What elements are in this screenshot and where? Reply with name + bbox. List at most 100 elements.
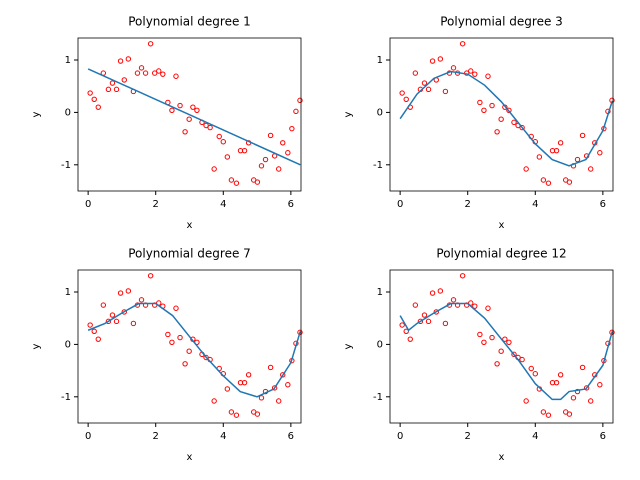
data-point: [121, 77, 127, 83]
data-point: [233, 412, 240, 418]
data-point: [528, 365, 534, 372]
data-point: [241, 147, 248, 154]
data-point: [276, 398, 282, 404]
data-point: [138, 297, 145, 303]
data-point: [258, 395, 265, 401]
data-point: [553, 379, 560, 386]
axes-frame: [389, 37, 614, 192]
data-point: [597, 150, 603, 156]
data-point: [177, 102, 183, 109]
x-tick-label: 0: [85, 199, 91, 210]
data-point: [147, 273, 154, 279]
data-point: [169, 107, 175, 114]
data-point: [138, 65, 145, 71]
y-tick-label: -1: [373, 160, 383, 171]
data-point: [425, 86, 432, 93]
data-point: [169, 339, 175, 346]
data-point: [289, 125, 295, 132]
data-point: [536, 154, 543, 160]
data-point: [519, 124, 525, 131]
x-tick-label: 4: [532, 199, 538, 210]
data-point: [532, 371, 538, 377]
data-point: [553, 147, 560, 154]
data-point: [203, 354, 209, 361]
data-point: [165, 331, 171, 338]
data-point: [160, 71, 166, 77]
data-point: [557, 372, 564, 378]
data-point: [579, 364, 586, 371]
data-point: [267, 364, 274, 371]
data-point: [421, 312, 428, 318]
data-point: [87, 322, 93, 328]
y-axis-label: y: [31, 111, 42, 117]
data-point: [502, 336, 508, 342]
data-point: [216, 133, 222, 140]
data-point: [511, 119, 517, 126]
data-point: [421, 80, 428, 86]
data-point: [109, 80, 116, 86]
data-point: [91, 96, 97, 103]
subplot-title: Polynomial degree 1: [128, 15, 251, 29]
y-tick-label: -1: [61, 160, 71, 171]
data-point: [481, 107, 487, 114]
data-point: [280, 140, 286, 146]
data-point: [95, 104, 101, 110]
subplot: Polynomial degree 3 x y 0 2 4 6 -1 0 1: [343, 15, 615, 231]
data-point: [557, 140, 564, 146]
data-point: [477, 99, 483, 106]
fit-line: [87, 68, 301, 166]
data-point: [285, 382, 291, 388]
data-point: [498, 348, 504, 354]
data-point: [494, 361, 500, 367]
data-point: [194, 107, 200, 114]
x-tick-label: 0: [85, 431, 91, 442]
subplot: Polynomial degree 12 x y 0 2 4 6 -1 0 1: [343, 247, 615, 463]
x-tick-label: 0: [397, 431, 403, 442]
data-point: [588, 398, 594, 404]
data-point: [182, 129, 188, 135]
data-point: [566, 179, 573, 185]
fit-line: [87, 302, 301, 398]
data-point: [241, 379, 248, 386]
data-point: [545, 412, 552, 418]
data-point: [459, 273, 466, 279]
data-point: [494, 129, 500, 135]
data-point: [481, 339, 487, 346]
axes-frame: [389, 269, 614, 424]
data-point: [151, 70, 158, 76]
data-point: [472, 303, 478, 309]
data-point: [95, 336, 101, 342]
data-point: [186, 348, 192, 354]
data-point: [519, 356, 525, 363]
x-tick-label: 2: [465, 431, 471, 442]
data-point: [147, 41, 154, 47]
data-point: [211, 398, 217, 404]
data-point: [574, 156, 581, 163]
fit-line: [399, 302, 613, 401]
data-point: [523, 166, 529, 172]
data-point: [545, 180, 552, 186]
data-point: [134, 70, 141, 76]
data-point: [258, 163, 265, 169]
data-point: [125, 288, 132, 294]
data-point: [105, 86, 112, 93]
data-point: [190, 104, 196, 110]
data-point: [173, 305, 179, 311]
data-point: [276, 166, 282, 172]
data-point: [437, 288, 444, 294]
y-tick-label: -1: [61, 392, 71, 403]
data-point: [121, 309, 127, 315]
data-point: [477, 331, 483, 338]
subplot-title: Polynomial degree 12: [436, 247, 566, 261]
data-point: [506, 107, 512, 114]
data-point: [425, 318, 432, 325]
data-point: [429, 290, 436, 296]
data-point: [228, 177, 235, 183]
subplot-title: Polynomial degree 3: [440, 15, 563, 29]
axes-frame: [77, 269, 302, 424]
data-point: [228, 409, 235, 415]
data-point: [156, 68, 162, 74]
subplot: Polynomial degree 1 x y 0 2 4 6 -1 0 1: [31, 15, 303, 231]
data-point: [105, 318, 112, 325]
